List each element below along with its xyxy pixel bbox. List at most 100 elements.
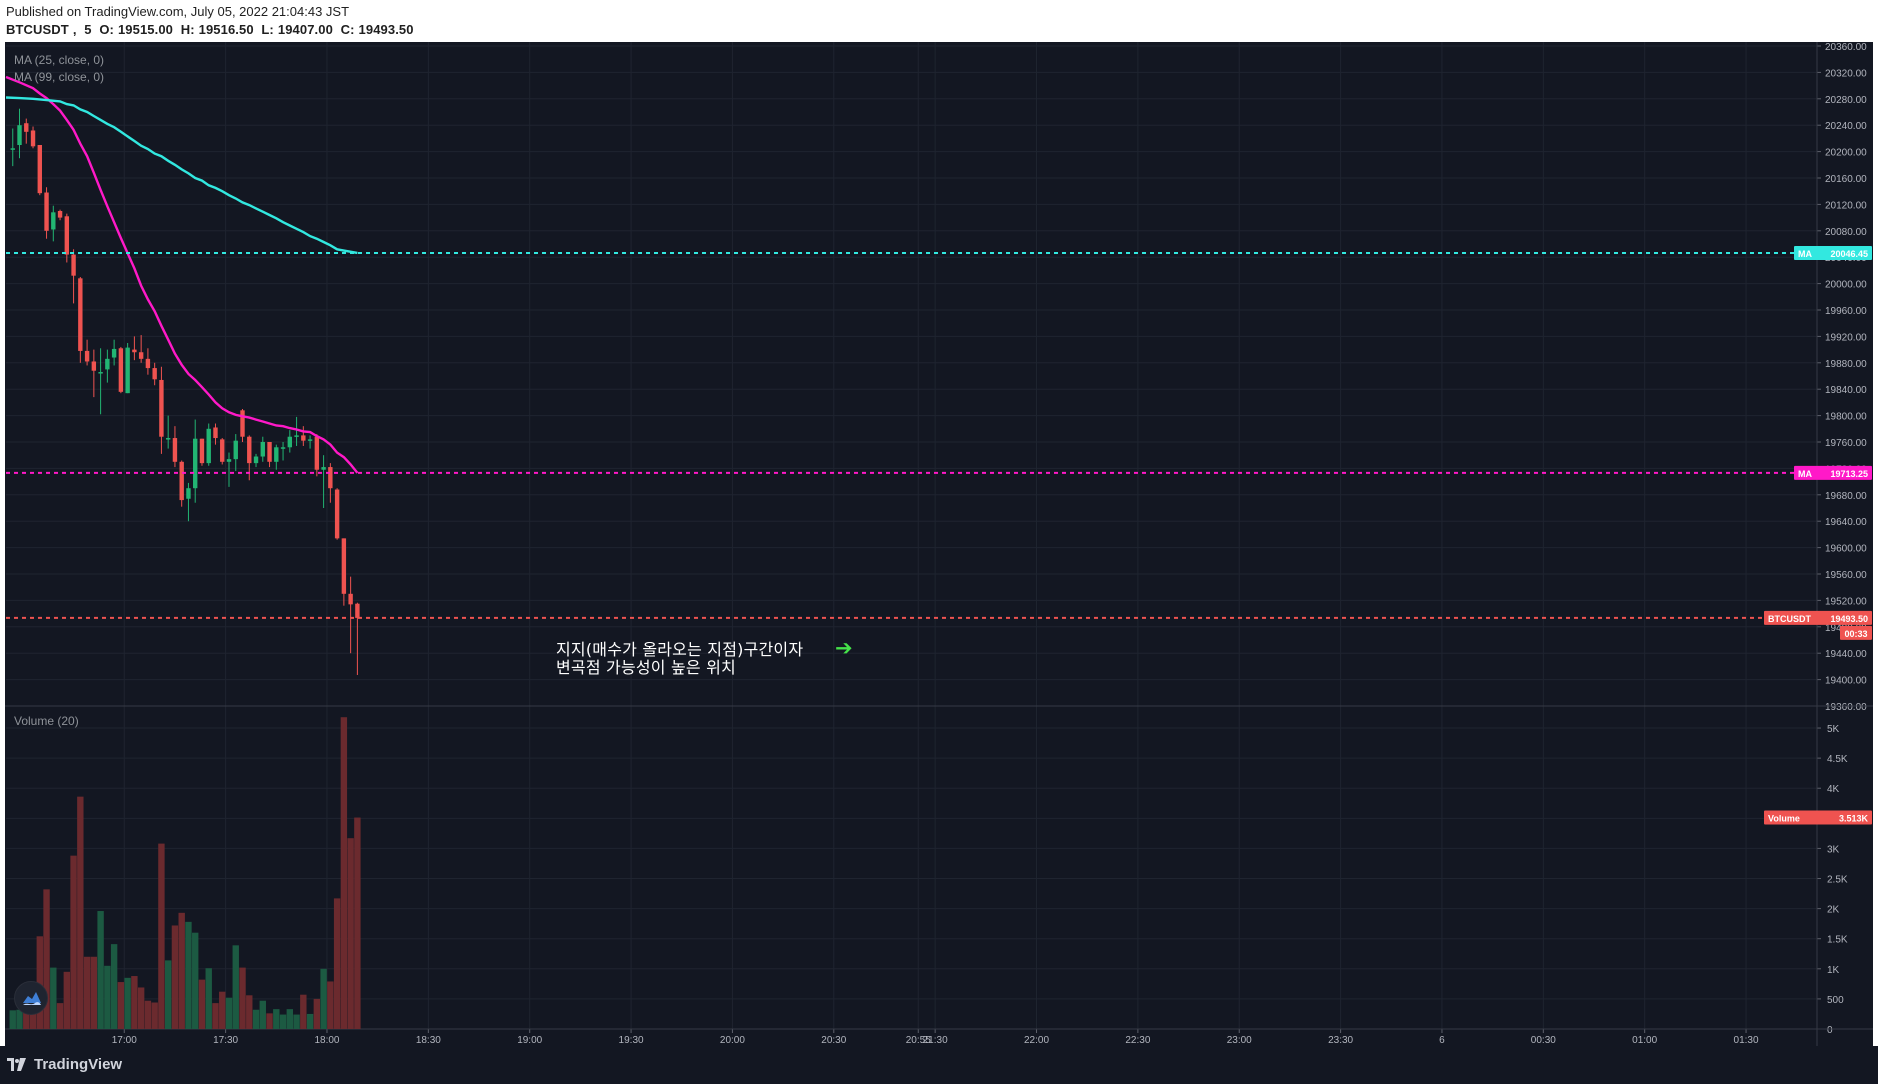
publication-header: Published on TradingView.com, July 05, 2… (6, 3, 418, 39)
last-price-axis-badge-label: BTCUSDT (1768, 614, 1811, 624)
candle-body (138, 352, 144, 359)
volume-bar (347, 838, 354, 1029)
ma25-legend-label[interactable]: MA (25, close, 0) (14, 53, 105, 67)
candle-body (328, 467, 333, 489)
time-axis-tick-label: 23:00 (1227, 1035, 1252, 1046)
volume-bar (110, 944, 118, 1029)
candle-body (64, 216, 70, 255)
time-axis-tick-label: 20:00 (720, 1035, 745, 1046)
candle-body (57, 211, 63, 218)
volume-bar (83, 956, 91, 1029)
open-value: 19515.00 (117, 22, 173, 37)
last-price-axis-badge-bg (1764, 610, 1872, 625)
published-line: Published on TradingView.com, July 05, 2… (6, 4, 350, 19)
candle-body (220, 439, 225, 462)
time-axis-tick-label: 22:30 (1125, 1035, 1150, 1046)
candle-body (98, 372, 103, 374)
volume-bar (63, 971, 71, 1029)
interval-text: 5 (84, 22, 92, 37)
price-axis-tick-label: 20000.00 (1825, 280, 1867, 291)
price-axis-tick-label: 19680.00 (1825, 491, 1867, 502)
volume-bar (56, 1003, 64, 1029)
tradingview-logo[interactable]: TradingView (6, 1055, 122, 1073)
candle-body (10, 148, 15, 150)
price-axis-tick-label: 19520.00 (1825, 596, 1867, 607)
volume-bar (279, 1014, 287, 1029)
volume-bar (198, 979, 206, 1029)
time-axis-tick-label: 18:00 (314, 1035, 339, 1046)
volume-bar (97, 911, 104, 1029)
candle-body (30, 130, 36, 147)
volume-bar (9, 1010, 16, 1029)
volume-bar (185, 921, 192, 1029)
volume-bar (212, 1003, 219, 1029)
volume-axis-badge-label: Volume (1768, 814, 1800, 824)
candle-body (179, 461, 184, 501)
countdown-badge-value: 00:33 (1844, 629, 1867, 639)
candle-body (267, 442, 272, 462)
candle-body (91, 361, 97, 371)
price-axis-tick-label: 19600.00 (1825, 544, 1867, 555)
symbol-ohlc-line: BTCUSDT, 5 O: 19515.00 H: 19516.50 L: 19407… (6, 21, 418, 39)
candle-body (118, 348, 124, 392)
volume-bar (16, 1009, 23, 1029)
volume-axis-tick-label: 2K (1827, 905, 1840, 916)
volume-bar (252, 1009, 260, 1029)
volume-bar (306, 1013, 314, 1029)
candle-body (334, 489, 340, 539)
volume-bar (124, 977, 131, 1029)
volume-axis-tick-label: 1.5K (1827, 935, 1848, 946)
candle-body (355, 603, 360, 618)
candle-body (193, 438, 198, 489)
candle-body (44, 192, 49, 231)
candle-body (226, 459, 232, 462)
time-axis-tick-label: 18:30 (416, 1035, 441, 1046)
footer-bar: TradingView (0, 1046, 1878, 1084)
volume-bar (43, 889, 50, 1029)
price-axis-tick-label: 19400.00 (1825, 676, 1867, 687)
last-price-axis-badge-value: 19493.50 (1830, 614, 1868, 624)
candle-body (17, 125, 22, 145)
volume-axis-tick-label: 0 (1827, 1025, 1833, 1036)
candle-body (132, 349, 137, 353)
price-axis-tick-label: 20360.00 (1825, 42, 1867, 53)
high-value: 19516.50 (198, 22, 254, 37)
low-value: 19407.00 (277, 22, 333, 37)
candle-body (152, 368, 157, 380)
volume-bar (23, 1007, 30, 1029)
time-axis-tick-label: 22:00 (1024, 1035, 1049, 1046)
tradingview-watermark-icon (14, 981, 48, 1015)
time-axis-tick-label: 21:30 (923, 1035, 948, 1046)
high-label: H: (180, 22, 195, 37)
annotation-line-1: 지지(매수가 올라오는 지점)구간이자 (556, 640, 804, 659)
price-axis-tick-label: 19360.00 (1825, 702, 1867, 713)
ma99-axis-badge-label: MA (1798, 249, 1812, 259)
candle-body (71, 254, 76, 276)
volume-bar (158, 843, 165, 1029)
ma-legend: MA (25, close, 0) MA (99, close, 0) (14, 52, 104, 86)
candle-body (84, 350, 90, 362)
volume-bar (273, 1009, 280, 1029)
candle-body (233, 440, 238, 460)
symbol-text: BTCUSDT (6, 22, 69, 37)
candle-body (213, 427, 218, 439)
volume-bar (164, 960, 172, 1029)
volume-bar (29, 1003, 37, 1029)
volume-axis-tick-label: 500 (1827, 995, 1844, 1006)
candle-body (199, 438, 205, 464)
time-axis-tick-label: 23:30 (1328, 1035, 1353, 1046)
volume-bar (171, 925, 179, 1029)
volume-bar (151, 1002, 158, 1029)
candle-body (287, 436, 293, 448)
price-axis-tick-label: 20120.00 (1825, 200, 1867, 211)
price-axis-tick-label: 20320.00 (1825, 68, 1867, 79)
ma99-legend-label[interactable]: MA (99, close, 0) (14, 70, 105, 84)
volume-legend-label[interactable]: Volume (20) (14, 714, 79, 728)
volume-bar (178, 912, 185, 1029)
candle-body (24, 123, 29, 132)
price-axis-tick-label: 19440.00 (1825, 649, 1867, 660)
volume-bar (333, 898, 341, 1029)
candlestick-chart[interactable]: 20360.00 20320.00 20280.00 20240.00 20200.00… (5, 42, 1873, 1046)
volume-bar (286, 1009, 294, 1029)
